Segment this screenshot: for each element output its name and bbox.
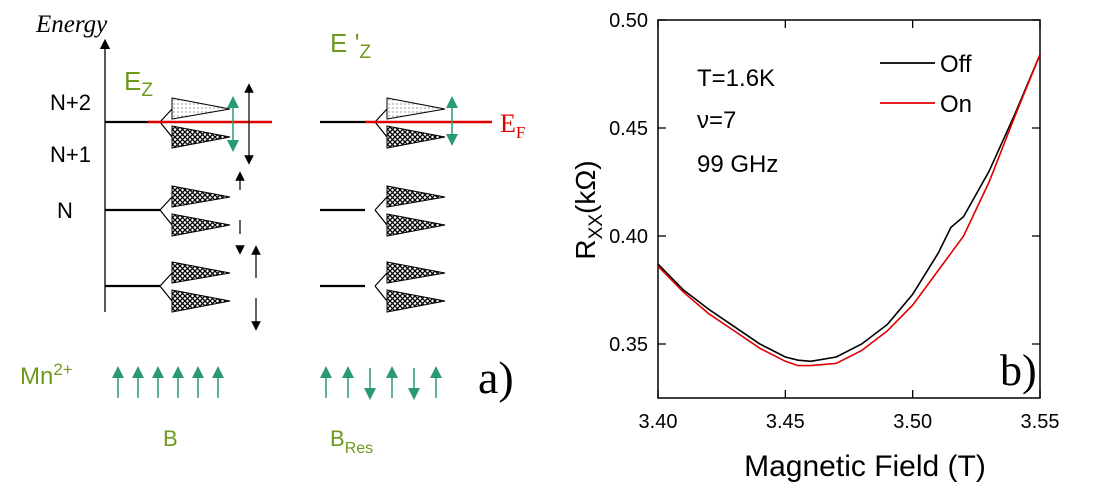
level-label: N+2 (50, 90, 91, 115)
ion-sup: 2+ (53, 360, 72, 379)
y-tick-label: 0.35 (609, 334, 648, 356)
ion-label: Mn2+ (20, 360, 73, 390)
y-label-unit: (kΩ) (570, 160, 601, 214)
x-tick-label: 3.50 (893, 411, 932, 433)
level-label: N (57, 198, 73, 223)
zeeman-arrows (227, 96, 458, 152)
y-label-sub: XX (586, 214, 607, 240)
field-sub: Res (345, 440, 373, 457)
y-tick-label: 0.50 (609, 10, 648, 32)
gap-arrows (235, 83, 261, 331)
fermi-label: EF (500, 109, 525, 142)
x-axis-label: Magnetic Field (T) (744, 450, 986, 483)
field-main: B (330, 426, 345, 451)
data-line (657, 54, 1041, 363)
data-line (657, 54, 1041, 367)
panel-label: a) (478, 352, 514, 403)
field-label: B (163, 426, 178, 451)
y-axis-label: RXX(kΩ) (570, 160, 607, 259)
landau-level (374, 185, 446, 237)
x-tick-label: 3.45 (766, 411, 805, 433)
spins-resonant (326, 368, 436, 398)
x-tick-label: 3.55 (1021, 411, 1060, 433)
chart: Magnetic Field (T) RXX(kΩ) T=1.6K ν=7 99… (570, 10, 1059, 483)
y-tick-label: 0.40 (609, 226, 648, 248)
x-tick-label: 3.40 (639, 411, 678, 433)
zeeman-main: E ' (330, 28, 360, 58)
legend-label: Off (940, 51, 972, 78)
zeeman-sub: Z (141, 80, 153, 101)
zeeman-label: E 'Z (330, 28, 372, 63)
energy-label: Energy (35, 11, 108, 38)
spins-aligned (118, 372, 218, 398)
diagram: Energy N+2 N+1 N EZ E 'Z EF (20, 11, 525, 457)
y-label-main: R (570, 239, 601, 259)
fermi-main: E (500, 109, 516, 138)
annotation: 99 GHz (697, 151, 778, 178)
zeeman-main: E (124, 66, 141, 96)
level-label: N+1 (50, 142, 91, 167)
landau-level (159, 185, 231, 237)
zeeman-label: EZ (124, 66, 153, 101)
landau-level (159, 261, 231, 313)
plot-frame (657, 19, 1041, 399)
y-tick-label: 0.45 (609, 118, 648, 140)
legend-label: On (940, 91, 972, 118)
annotation: ν=7 (697, 107, 736, 134)
panel-label: b) (1000, 346, 1037, 395)
fermi-sub: F (516, 123, 525, 142)
field-label: BRes (330, 426, 373, 457)
landau-level (374, 261, 446, 313)
annotation: T=1.6K (697, 65, 775, 92)
ion-main: Mn (20, 363, 53, 390)
levels (105, 120, 365, 288)
zeeman-sub: Z (360, 42, 372, 63)
